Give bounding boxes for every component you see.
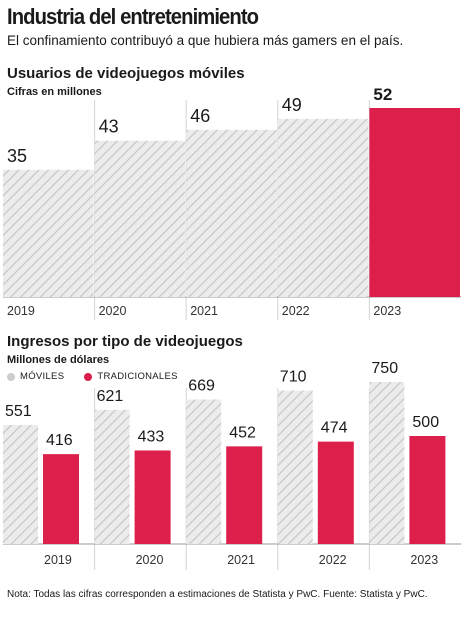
bar-moviles-2022 [277, 390, 313, 544]
chart2-legend: MÓVILES TRADICIONALES [7, 371, 198, 382]
revenue-chart: 551 416 2019 621 433 2020 669 452 2021 710 474 2022… [3, 360, 461, 570]
chart1-title: Usuarios de videojuegos móviles [7, 65, 245, 82]
x-tick-2021: 2021 [227, 553, 255, 567]
chart2-subtitle: Millones de dólares [7, 354, 110, 366]
bar-moviles-2020 [94, 409, 130, 544]
legend-label-tradicionales: TRADICIONALES [97, 371, 178, 382]
x-tick-2019: 2019 [7, 304, 35, 318]
bar-moviles-2021 [186, 399, 222, 544]
value-label-2023: 52 [373, 85, 392, 104]
x-tick-2023: 2023 [410, 553, 438, 567]
value-label-tradicionales-2023: 500 [412, 414, 439, 431]
legend-swatch-tradicionales [84, 372, 93, 381]
x-tick-2020: 2020 [99, 304, 127, 318]
legend-item-tradicionales: TRADICIONALES [84, 371, 177, 382]
bar-tradicionales-2023 [409, 436, 446, 544]
value-label-moviles-2020: 621 [97, 388, 124, 405]
legend-label-moviles: MÓVILES [20, 371, 65, 382]
bar-2020 [94, 140, 186, 297]
value-label-moviles-2023: 750 [371, 360, 398, 377]
value-label-2022: 49 [282, 95, 302, 115]
bar-tradicionales-2021 [226, 446, 263, 544]
bar-2023 [369, 108, 460, 297]
x-tick-2019: 2019 [44, 553, 72, 567]
bar-moviles-2019 [3, 424, 38, 544]
value-label-tradicionales-2022: 474 [321, 420, 348, 437]
value-label-moviles-2021: 669 [188, 377, 215, 394]
bar-tradicionales-2019 [43, 454, 79, 544]
bar-moviles-2023 [369, 382, 405, 544]
value-label-tradicionales-2020: 433 [138, 428, 165, 445]
value-label-tradicionales-2021: 452 [229, 424, 256, 441]
value-label-tradicionales-2019: 416 [46, 432, 73, 449]
bar-2019 [3, 169, 94, 297]
bar-2022 [277, 118, 369, 298]
value-label-2019: 35 [7, 146, 27, 166]
x-tick-2023: 2023 [373, 304, 401, 318]
x-tick-2022: 2022 [319, 553, 347, 567]
footnote: Nota: Todas las cifras corresponden a es… [7, 589, 428, 600]
legend-swatch-moviles [7, 372, 15, 381]
chart1-subtitle: Cifras en millones [7, 86, 102, 98]
value-label-2021: 46 [190, 106, 210, 126]
legend-item-moviles: MÓVILES [7, 371, 64, 382]
value-label-moviles-2019: 551 [5, 403, 32, 420]
page-title: Industria del entretenimiento [7, 4, 259, 29]
page-subtitle: El confinamiento contribuyó a que hubier… [7, 33, 404, 48]
value-label-2020: 43 [99, 117, 119, 137]
chart2-title: Ingresos por tipo de videojuegos [7, 333, 243, 350]
x-tick-2022: 2022 [282, 304, 310, 318]
bar-2021 [186, 129, 277, 297]
bar-tradicionales-2022 [317, 441, 354, 544]
bar-tradicionales-2020 [134, 450, 171, 544]
x-tick-2021: 2021 [190, 304, 218, 318]
value-label-moviles-2022: 710 [280, 369, 307, 386]
x-tick-2020: 2020 [136, 553, 164, 567]
mobile-users-chart: 35 2019 43 2020 46 2021 49 2022 52 2023 [3, 85, 461, 320]
